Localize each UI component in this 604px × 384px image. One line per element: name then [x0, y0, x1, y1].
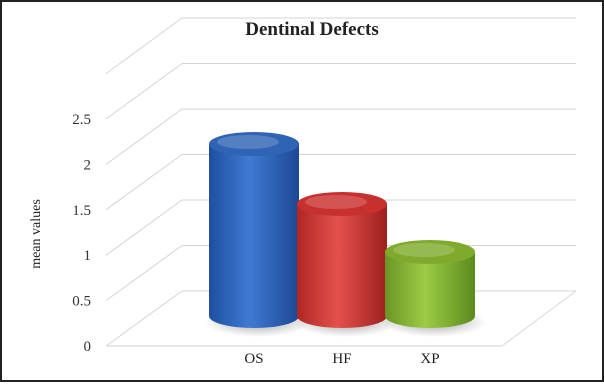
gridline-depth: [105, 199, 183, 256]
gridline-depth: [105, 245, 183, 302]
gridline-depth: [105, 17, 183, 75]
gridline-depth: [105, 63, 183, 120]
bar-body: [297, 204, 387, 328]
x-tick-labels: OS HF XP: [244, 351, 439, 367]
x-tick-label: OS: [244, 351, 263, 367]
gridline-depth: [105, 290, 183, 347]
y-tick-labels: 0 0.5 1 1.5 2 2.5: [72, 112, 91, 355]
y-tick-label: 2.5: [72, 112, 91, 128]
gridline-depth: [105, 108, 183, 165]
y-tick-label: 0.5: [72, 294, 91, 310]
x-tick-label: XP: [420, 351, 439, 367]
floor-edge-right: [501, 290, 577, 347]
gridline-depth: [105, 154, 183, 211]
chart-title: Dentinal Defects: [245, 19, 379, 40]
bar-top-highlight: [217, 135, 279, 149]
y-tick-label: 1.5: [72, 203, 91, 219]
bar-top-highlight: [393, 243, 455, 257]
bar-os: [205, 132, 311, 337]
bar-hf: [293, 192, 399, 337]
bar-body: [209, 144, 299, 328]
x-tick-label: HF: [332, 351, 351, 367]
y-tick-label: 1: [84, 248, 92, 264]
bar-top: [297, 192, 387, 216]
bar-top: [385, 240, 475, 264]
bar-xp: [381, 240, 487, 337]
y-axis-label: mean values: [29, 199, 44, 269]
y-tick-label: 2: [84, 157, 92, 173]
bar-top: [209, 132, 299, 156]
bar-top-highlight: [305, 195, 367, 209]
bars: [205, 132, 487, 337]
bar-body: [385, 252, 475, 328]
y-tick-label: 0: [84, 339, 92, 355]
